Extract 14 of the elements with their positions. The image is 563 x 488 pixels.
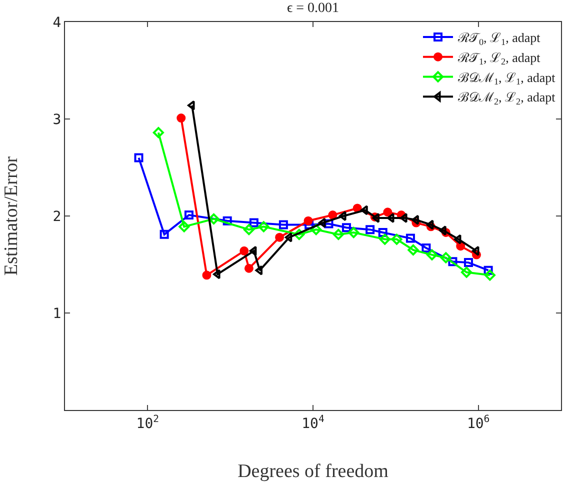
legend-label: ℛ𝒯$_{0}$, ℒ$_{1}$, adapt [457, 30, 541, 47]
x-tick-label: 10$^{4}$ [302, 414, 324, 432]
legend-label: ℬ𝒟ℳ$_{1}$, ℒ$_{1}$, adapt [458, 70, 556, 87]
x-tick-label: 10$^{2}$ [136, 414, 160, 432]
y-tick-label: 3 [52, 112, 62, 128]
x-axis-title: Degrees of freedom [238, 461, 389, 482]
x-tick-label: 10$^{6}$ [466, 414, 490, 432]
y-tick-label: 1 [52, 306, 62, 322]
chart-title: ϵ = 0.001 [286, 1, 340, 16]
y-tick-label: 4 [52, 14, 62, 31]
y-axis-title: Estimator/Error [1, 156, 22, 276]
y-tick-label: 2 [52, 208, 62, 225]
legend-label: ℛ𝒯$_{1}$, ℒ$_{2}$, adapt [457, 50, 541, 67]
legend-label: ℬ𝒟ℳ$_{2}$, ℒ$_{2}$, adapt [458, 90, 556, 106]
